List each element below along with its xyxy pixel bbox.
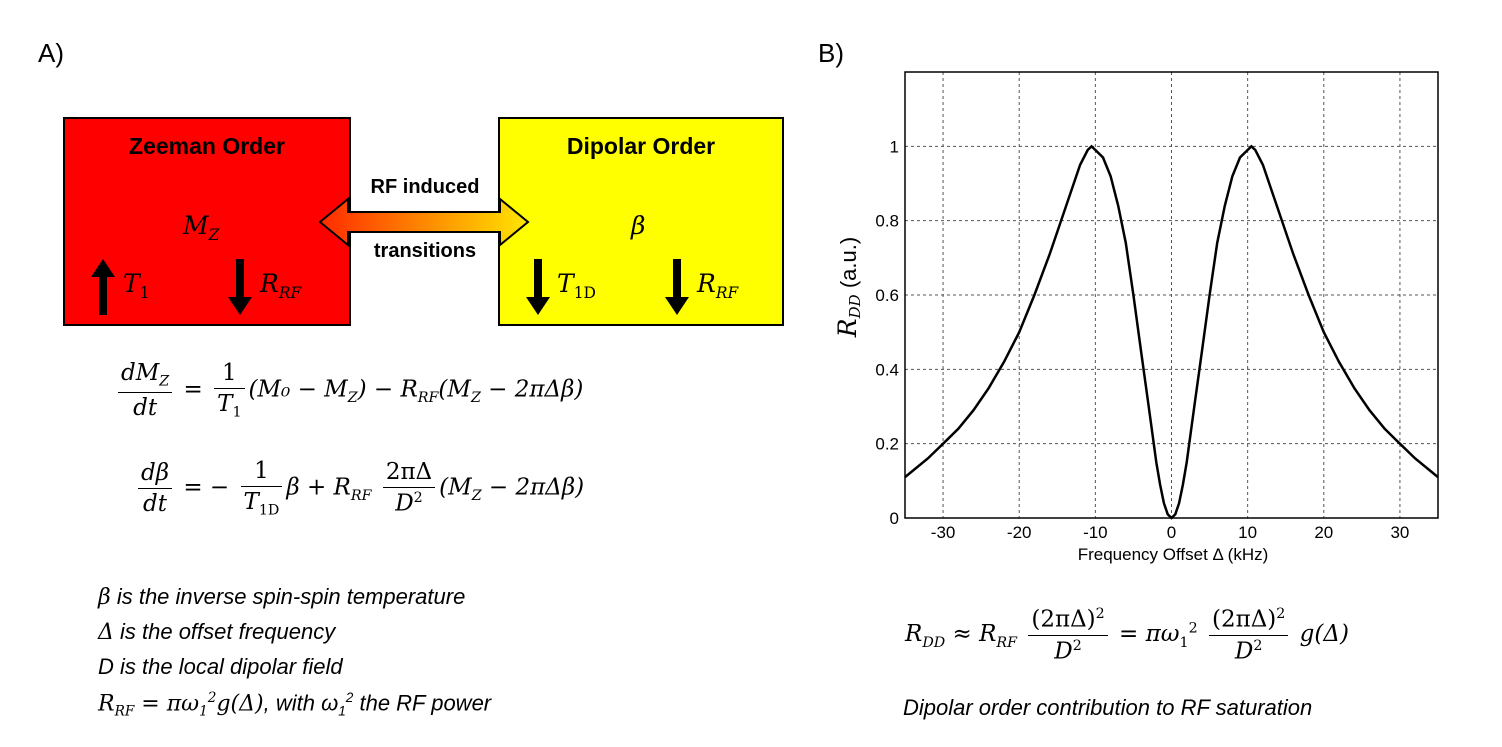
zeeman-order-box: Zeeman Order MZ T1 RRF	[63, 117, 351, 326]
arrow-up-icon	[91, 259, 115, 315]
equation-1: dMZ dt = 1 T1 (M₀ − MZ) − RRF(MZ − 2πΔβ)	[114, 360, 583, 421]
arrow-label-bottom: transitions	[373, 240, 477, 262]
arrow-down-icon	[665, 259, 689, 315]
dipolar-order-box: Dipolar Order β T1D RRF	[498, 117, 784, 326]
x-tick-label: -10	[1083, 523, 1108, 542]
double-arrow-icon	[318, 196, 530, 248]
x-tick-label: 30	[1390, 523, 1409, 542]
x-tick-label: 20	[1314, 523, 1333, 542]
arrow-down-icon	[526, 259, 550, 315]
note-d: D is the local dipolar field	[98, 654, 343, 679]
x-tick-label: 0	[1167, 523, 1176, 542]
zeeman-symbol: MZ	[183, 211, 220, 244]
dipolar-symbol: β	[631, 211, 646, 240]
t1-label: T1	[123, 269, 150, 302]
y-tick-label: 0	[890, 509, 899, 528]
y-tick-label: 0.4	[875, 360, 899, 379]
x-tick-label: -30	[931, 523, 956, 542]
dipolar-order-title: Dipolar Order	[566, 133, 716, 159]
t1d-label: T1D	[557, 269, 596, 302]
plot-frame	[904, 71, 1439, 519]
rrf-label-dipolar: RRF	[697, 269, 739, 302]
chart-caption: Dipolar order contribution to RF saturat…	[903, 695, 1313, 720]
x-axis-label: Frequency Offset Δ (kHz)	[1077, 545, 1269, 564]
y-tick-label: 1	[890, 137, 899, 156]
arrow-label-top: RF induced	[370, 176, 480, 198]
chart-ticks: -30 -20 -10 0 10 20 30 0 0.2 0.4 0.6 0.8 1	[875, 137, 1409, 542]
panel-a-label: A)	[38, 38, 64, 68]
zeeman-order-title: Zeeman Order	[129, 133, 285, 159]
rdd-formula: RDD ≈ RRF (2πΔ)2 D2 = πω12 (2πΔ)2 D2 g(Δ)	[905, 606, 1349, 665]
note-delta: Δ is the offset frequency	[98, 619, 336, 645]
y-tick-label: 0.6	[875, 286, 899, 305]
equation-2: dβ dt = − 1 T1D β + RRF 2πΔ D2 (MZ − 2πΔβ)	[134, 458, 584, 519]
y-axis-label: RDD (a.u.)	[833, 236, 865, 338]
arrow-down-icon	[228, 259, 252, 315]
rrf-label-zeeman: RRF	[260, 269, 302, 302]
panel-b-label: B)	[818, 38, 844, 68]
rdd-chart: -30 -20 -10 0 10 20 30 0 0.2 0.4 0.6 0.8 1	[875, 71, 1439, 542]
x-tick-label: 10	[1238, 523, 1257, 542]
note-beta: β is the inverse spin-spin temperature	[98, 584, 466, 610]
y-tick-label: 0.2	[875, 435, 899, 454]
chart-grid	[905, 72, 1438, 519]
x-tick-label: -20	[1007, 523, 1032, 542]
y-tick-label: 0.8	[875, 212, 899, 231]
note-rrf: RRF = πω12g(Δ), with ω12 the RF power	[98, 690, 492, 720]
